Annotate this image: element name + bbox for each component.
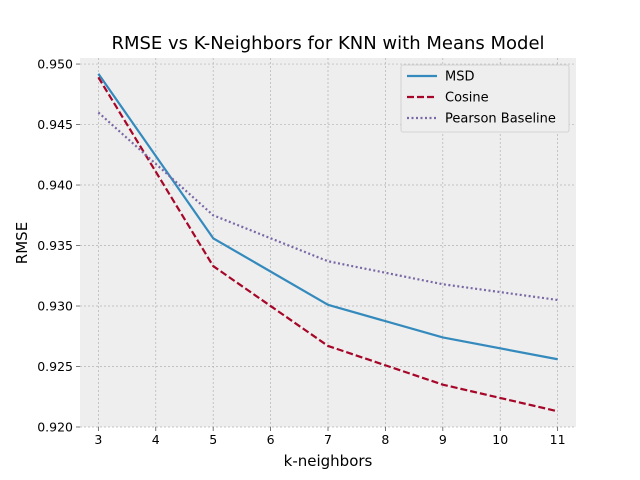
x-tick-label: 4 bbox=[152, 432, 160, 447]
series-line-msd bbox=[97, 73, 558, 361]
x-tick-label: 6 bbox=[267, 432, 275, 447]
legend: MSD Cosine Pearson Baseline bbox=[400, 64, 570, 133]
y-tick-label: 0.950 bbox=[37, 57, 73, 72]
x-tick-label: 7 bbox=[324, 432, 332, 447]
x-tick-label: 8 bbox=[381, 432, 389, 447]
y-axis-label: RMSE bbox=[13, 222, 31, 264]
y-tick-label: 0.920 bbox=[37, 420, 73, 435]
x-tick-label: 3 bbox=[94, 432, 102, 447]
x-tick-label: 10 bbox=[492, 432, 508, 447]
legend-entry: MSD bbox=[445, 70, 474, 85]
legend-entry: Pearson Baseline bbox=[445, 112, 556, 127]
ticks: 3 4 5 6 7 8 9 10 11 0.920 0.925 0.930 0.935 0.940 0.94… bbox=[37, 57, 565, 447]
x-tick-label: 5 bbox=[209, 432, 217, 447]
y-tick-label: 0.945 bbox=[37, 117, 73, 132]
y-tick-label: 0.925 bbox=[37, 359, 73, 374]
series-line-cosine bbox=[97, 76, 558, 413]
y-tick-label: 0.940 bbox=[37, 178, 73, 193]
legend-entry: Cosine bbox=[445, 91, 489, 106]
x-tick-label: 9 bbox=[439, 432, 447, 447]
x-axis-label: k-neighbors bbox=[284, 452, 373, 470]
series-lines bbox=[97, 73, 558, 413]
y-tick-label: 0.935 bbox=[37, 238, 73, 253]
y-tick-label: 0.930 bbox=[37, 299, 73, 314]
series-line-pearson-baseline bbox=[97, 111, 558, 302]
legend-box bbox=[400, 64, 570, 133]
x-tick-label: 11 bbox=[550, 432, 566, 447]
chart-title: RMSE vs K-Neighbors for KNN with Means M… bbox=[111, 33, 544, 54]
